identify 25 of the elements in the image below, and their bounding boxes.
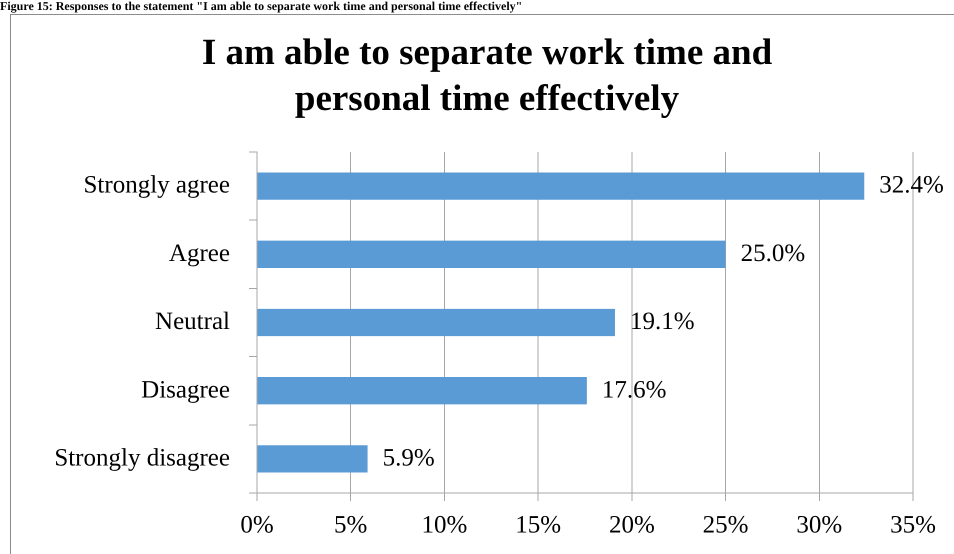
x-tick-label: 15% xyxy=(515,512,562,539)
y-tick-label: Strongly agree xyxy=(84,172,230,199)
chart-title: I am able to separate work time and personal time effectively xyxy=(200,31,774,121)
x-tick-label: 30% xyxy=(796,512,842,539)
bar xyxy=(258,377,587,404)
data-label: 5.9% xyxy=(382,444,435,472)
x-tick-label: 35% xyxy=(890,512,936,539)
data-label: 25.0% xyxy=(740,240,806,267)
caption: Figure 15: Responses to the statement "I am able to separate work time and personal time effectively" xyxy=(0,0,522,13)
y-tick-label: Agree xyxy=(168,240,230,267)
y-tick-label: Disagree xyxy=(141,376,230,404)
x-tick-label: 10% xyxy=(422,512,468,539)
y-tick-label: Neutral xyxy=(155,308,230,336)
x-tick-label: 20% xyxy=(608,512,655,539)
y-tick-label: Strongly disagree xyxy=(54,444,230,472)
x-tick-label: 25% xyxy=(702,512,748,539)
x-tick-label: 0% xyxy=(240,512,274,539)
data-label: 17.6% xyxy=(602,376,666,404)
data-label: 32.4% xyxy=(879,172,944,199)
x-tick-label: 5% xyxy=(334,512,368,539)
bar xyxy=(258,172,864,200)
data-label: 19.1% xyxy=(630,308,695,336)
bar xyxy=(258,445,368,473)
bar xyxy=(258,240,726,268)
bar xyxy=(258,308,615,336)
